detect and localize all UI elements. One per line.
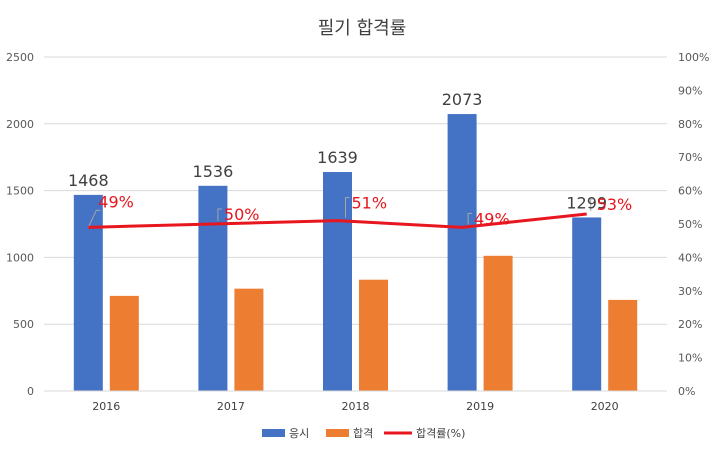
y-left-tick-label: 500 [13, 318, 34, 331]
label-leader-lines [87, 197, 595, 228]
y-left-tick-label: 2000 [6, 118, 34, 131]
bar-applicants [198, 185, 228, 391]
gridlines [44, 56, 667, 325]
leader-line [345, 197, 350, 218]
rate-line [88, 212, 587, 229]
rate-data-label: 49% [474, 209, 510, 228]
bar-applicants [73, 194, 103, 391]
bar-data-label: 2073 [442, 90, 483, 109]
leader-line [217, 208, 222, 221]
legend-swatch [262, 429, 285, 437]
rate-data-label: 53% [597, 195, 633, 214]
y-left-tick-label: 1500 [6, 185, 34, 198]
y-right-tick-label: 20% [678, 318, 702, 331]
bar-applicants [447, 114, 477, 391]
left-axis-ticks: 0 500 1000 1500 2000 2500 [6, 51, 34, 398]
y-right-tick-label: 80% [678, 118, 702, 131]
bar-passed [483, 255, 513, 391]
rate-data-label: 49% [98, 192, 134, 211]
y-left-tick-label: 0 [27, 385, 34, 398]
chart-title: 필기 합격률 [318, 18, 407, 39]
y-right-tick-label: 60% [678, 185, 702, 198]
rate-data-label: 50% [224, 205, 260, 224]
bar-data-label: 1299 [566, 193, 607, 212]
rate-data-label: 51% [352, 194, 388, 213]
bar-passed [608, 299, 638, 391]
leader-line [467, 212, 473, 225]
legend: 응시 합격 합격률(%) [262, 427, 465, 440]
bar-data-label: 1468 [68, 171, 109, 190]
x-axis-ticks: 2016 2017 2018 2019 2020 [92, 400, 618, 413]
leader-line [87, 209, 101, 228]
bar-passed [234, 288, 264, 391]
y-right-tick-label: 100% [678, 51, 709, 64]
y-left-tick-label: 1000 [6, 251, 34, 264]
x-tick-label: 2017 [217, 400, 245, 413]
bars [73, 114, 638, 391]
legend-label: 응시 [289, 427, 309, 440]
y-right-tick-label: 40% [678, 251, 702, 264]
bar-data-labels: 1468 1536 1639 2073 1299 [68, 90, 607, 212]
legend-label: 합격 [353, 427, 373, 440]
x-tick-label: 2016 [92, 400, 120, 413]
rate-data-labels: 49% 50% 51% 49% 53% [98, 192, 632, 228]
y-right-tick-label: 90% [678, 84, 702, 97]
leader-line [590, 198, 595, 211]
x-tick-label: 2018 [342, 400, 370, 413]
bar-data-label: 1639 [317, 148, 358, 167]
bar-passed [359, 279, 388, 391]
y-right-tick-label: 10% [678, 352, 702, 365]
legend-label: 합격률(%) [416, 427, 465, 440]
bar-passed [109, 295, 139, 391]
right-axis-ticks: 0% 10% 20% 30% 40% 50% 60% 70% 80% 90% 100% [678, 51, 709, 398]
legend-swatch [326, 429, 349, 437]
y-right-tick-label: 50% [678, 218, 702, 231]
y-right-tick-label: 30% [678, 285, 702, 298]
x-tick-label: 2019 [466, 400, 494, 413]
rate-line-path [88, 212, 587, 229]
x-tick-label: 2020 [591, 400, 619, 413]
bar-data-label: 1536 [193, 162, 234, 181]
y-right-tick-label: 70% [678, 151, 702, 164]
y-left-tick-label: 2500 [6, 51, 34, 64]
bar-applicants [323, 172, 352, 391]
bar-applicants [572, 217, 602, 391]
y-right-tick-label: 0% [678, 385, 695, 398]
